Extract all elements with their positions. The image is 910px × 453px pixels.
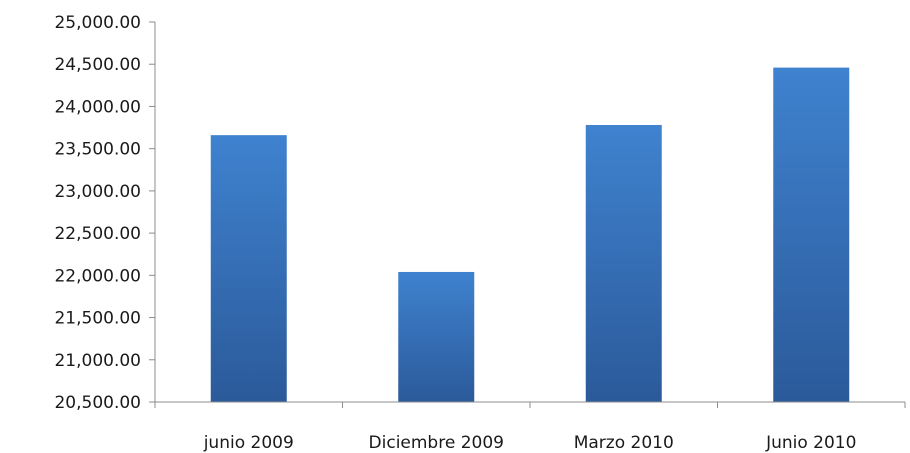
x-axis-ticks — [154, 402, 906, 408]
x-axis-labels: junio 2009 Diciembre 2009 Marzo 2010 Junio … — [203, 433, 857, 453]
y-tick-label: 21,500.00 — [54, 309, 141, 329]
y-tick-label: 23,500.00 — [54, 140, 141, 160]
bar — [585, 125, 662, 403]
y-tick-label: 22,000.00 — [54, 266, 141, 286]
y-tick-label: 24,000.00 — [54, 97, 141, 117]
x-category-label: Diciembre 2009 — [369, 433, 504, 453]
y-tick-label: 22,500.00 — [54, 224, 141, 244]
x-category-label: Junio 2010 — [765, 433, 856, 453]
bars — [210, 67, 850, 403]
x-category-label: junio 2009 — [203, 433, 294, 453]
y-tick-label: 20,500.00 — [54, 393, 141, 413]
y-tick-label: 23,000.00 — [54, 182, 141, 202]
bar — [210, 135, 287, 402]
y-tick-label: 24,500.00 — [54, 55, 141, 75]
y-tick-label: 25,000.00 — [54, 13, 141, 33]
bar — [773, 67, 850, 402]
y-axis-ticks: 20,500.00 21,000.00 21,500.00 22,000.00 22,5… — [54, 13, 155, 413]
x-category-label: Marzo 2010 — [574, 433, 674, 453]
y-tick-label: 21,000.00 — [54, 351, 141, 371]
bar — [398, 271, 475, 402]
